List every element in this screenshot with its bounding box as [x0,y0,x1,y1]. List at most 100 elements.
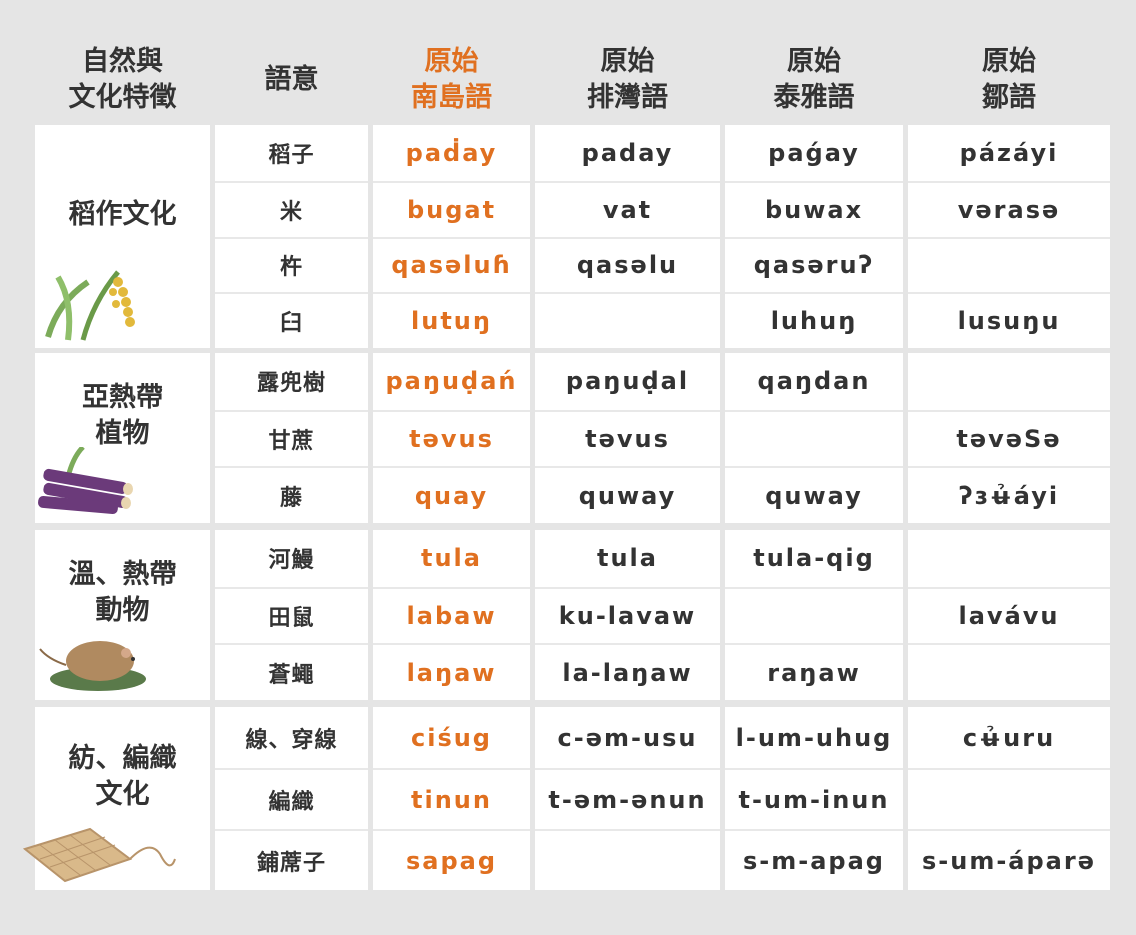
meaning-cell: 藤 [215,466,368,523]
word-cell: qasəlu [535,236,720,293]
word-cell: qasəruʔ [725,236,903,293]
word-cell: c-əm-usu [557,723,698,752]
meaning-cell: 線、穿線 [245,727,338,753]
meaning-cell: 河鰻 [268,548,315,574]
word-cell: paday [581,138,674,167]
word-cell [908,530,1110,587]
word-cell: paǵay [768,138,860,167]
column-block: tula-qig raŋaw [725,530,903,700]
column-block: paŋuḍal təvus quway [535,353,720,523]
meaning-cell: 臼 [215,292,368,348]
word-cell: luhuŋ [725,292,903,348]
word-cell: s-m-apag [725,829,903,890]
word-cell: təvus [535,409,720,467]
word-cell: lusuŋu [908,292,1110,348]
column-block: 河鰻 田鼠 蒼蠅 [215,530,368,700]
category-cell: 紡、編織 文化 [22,707,210,890]
meaning-cell: 杵 [215,236,368,293]
word-cell [535,292,720,348]
word-cell: ciśug [410,723,492,752]
word-cell: la-laŋaw [535,643,720,700]
column-block: l-um-uhug t-um-inun s-m-apag [725,707,903,890]
column-block: paḋay bugat qasəluɦ lutuŋ [373,125,530,348]
word-cell: cʉ̉uru [962,723,1056,752]
word-cell: sapag [373,829,530,890]
category-tropical-animals: 溫、熱帶 動物 [68,559,177,626]
header-feature: 自然與 文化特徵 [68,46,177,113]
column-block: qaŋdan quway [725,353,903,523]
category-rice-culture: 稻作文化 [68,198,177,230]
word-cell [725,409,903,467]
header-proto-tsou: 原始 鄒語 [982,46,1036,113]
woven-mat-icon [20,819,180,888]
word-cell: qasəluɦ [373,236,530,293]
word-cell: paḋay [405,138,498,167]
column-block: lavávu [908,530,1110,700]
word-cell: lavávu [908,586,1110,644]
column-block: ciśug tinun sapag [373,707,530,890]
meaning-cell: 露兜樹 [256,371,326,397]
column-block: paǵay buwax qasəruʔ luhuŋ [725,125,903,348]
word-cell: vərasə [908,180,1110,237]
column-block: tula labaw laŋaw [373,530,530,700]
meaning-cell: 稻子 [268,142,315,168]
word-cell: vat [535,180,720,237]
word-cell: raŋaw [725,643,903,700]
sugarcane-icon [38,445,138,521]
meaning-cell: 鋪蓆子 [215,829,368,890]
category-cell: 溫、熱帶 動物 [35,530,210,700]
word-cell: paŋuḍań [385,367,518,396]
meaning-cell: 田鼠 [215,586,368,644]
word-cell [725,586,903,644]
category-cell: 稻作文化 [35,125,210,348]
word-cell: t-um-inun [725,768,903,829]
word-cell: qaŋdan [757,367,871,396]
column-block: c-əm-usu t-əm-ənun [535,707,720,890]
meaning-cell: 甘蔗 [215,409,368,467]
category-weaving-culture: 紡、編織 文化 [68,742,177,810]
word-cell: tinun [373,768,530,829]
meaning-cell: 米 [215,180,368,237]
word-cell: tula [597,544,658,573]
word-cell [908,643,1110,700]
word-cell [908,768,1110,829]
header-proto-paiwan: 原始 排灣語 [587,46,668,113]
word-cell: quay [373,466,530,523]
column-block: 稻子米杵臼 [215,125,368,348]
column-block: cʉ̉uru s-um-ápa​rə [908,707,1110,890]
column-block: 線、穿線 編織 鋪蓆子 [215,707,368,890]
word-cell: buwax [725,180,903,237]
column-block: paday vat qasəlu [535,125,720,348]
word-cell: ku-lavaw [535,586,720,644]
rice-plant-icon [38,262,148,346]
word-cell: t-əm-ənun [535,768,720,829]
word-cell: tula [421,544,482,573]
column-block: paŋuḍań təvus quay [373,353,530,523]
word-cell [908,353,1110,410]
column-block: pázáyi vərasə lusuŋu [908,125,1110,348]
meaning-cell: 蒼蠅 [215,643,368,700]
word-cell [908,236,1110,293]
column-block: tula ku-lavaw la-laŋaw [535,530,720,700]
header-meaning: 語意 [264,64,319,95]
word-cell: labaw [373,586,530,644]
word-cell: pázáyi [959,138,1059,167]
word-cell: tula-qig [753,544,875,573]
word-cell: laŋaw [373,643,530,700]
word-cell: paŋuḍal [565,367,690,396]
category-cell: 亞熱帶 植物 [35,353,210,523]
rat-icon [38,629,148,698]
column-block: 露兜樹 甘蔗藤 [215,353,368,523]
column-block: təvəSə ʔɜʉ̉áyi [908,353,1110,523]
word-cell: lutuŋ [373,292,530,348]
word-cell: təvəSə [908,409,1110,467]
category-subtropical-plants: 亞熱帶 植物 [82,382,163,449]
header-proto-austronesian: 原始 南島語 [411,46,492,113]
meaning-cell: 編織 [215,768,368,829]
word-cell: quway [725,466,903,523]
word-cell: ʔɜʉ̉áyi [908,466,1110,523]
header-proto-atayal: 原始 泰雅語 [773,46,855,113]
word-cell: quway [535,466,720,523]
word-cell: l-um-uhug [735,723,893,752]
word-cell: təvus [373,409,530,467]
